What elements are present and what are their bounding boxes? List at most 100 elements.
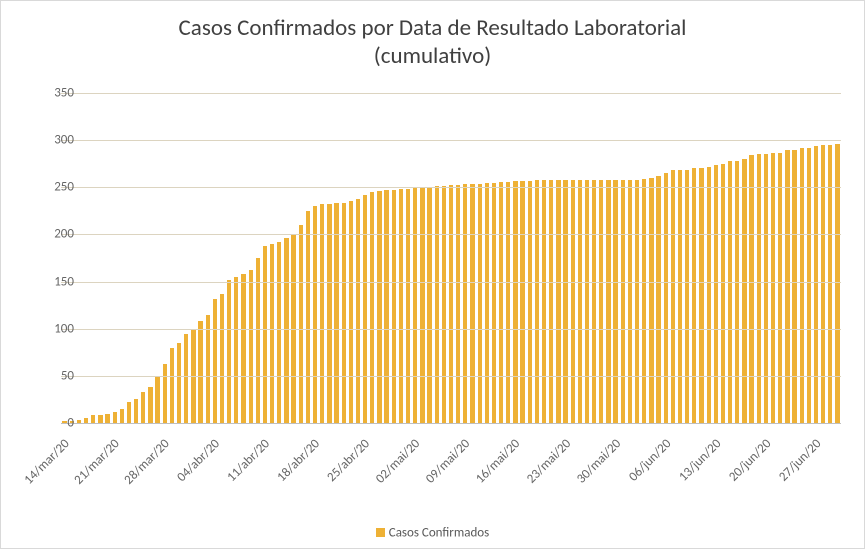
bar-slot [777,93,784,423]
bar [234,277,238,423]
bar-slot [748,93,755,423]
bar-slot [233,93,240,423]
bar [420,187,424,423]
x-axis-tick-label: 13/jun/20 [676,436,724,484]
bar [356,199,360,423]
x-axis-tick-label: 28/mar/20 [122,436,173,487]
bar [170,348,174,423]
bar-slot [376,93,383,423]
bar-slot [447,93,454,423]
bar [757,154,761,423]
bar-slot [183,93,190,423]
bar-slot [104,93,111,423]
bar [413,187,417,423]
bar [435,186,439,423]
bar-series [61,93,841,423]
x-axis-labels: 14/mar/2021/mar/2028/mar/2004/abr/2011/a… [61,429,841,509]
x-axis-tick-label: 21/mar/20 [72,436,123,487]
bar-slot [698,93,705,423]
bar-slot [834,93,841,423]
bar [549,180,553,423]
bar [635,180,639,423]
bar [363,195,367,423]
bar-slot [634,93,641,423]
legend: Casos Confirmados [1,525,864,540]
gridline [61,282,841,283]
bar-slot [569,93,576,423]
bar-slot [254,93,261,423]
bar-slot [97,93,104,423]
bar-slot [619,93,626,423]
bar-slot [476,93,483,423]
x-axis-tick-label: 11/abr/20 [224,436,273,485]
bar [707,167,711,423]
bar [800,148,804,423]
bar [556,180,560,423]
bar-slot [419,93,426,423]
x-axis-tick-label: 18/abr/20 [275,436,324,485]
bar [184,334,188,423]
x-axis-tick-label: 04/abr/20 [174,436,223,485]
bar [571,180,575,423]
bar [671,170,675,423]
x-axis-tick-label: 20/jun/20 [726,436,774,484]
bar [256,258,260,423]
y-axis-tick-label: 0 [24,416,74,431]
bar-slot [283,93,290,423]
bar [499,182,503,423]
bar [449,185,453,423]
bar-slot [125,93,132,423]
bar [377,191,381,423]
bar-slot [498,93,505,423]
bar-slot [583,93,590,423]
bar-slot [147,93,154,423]
bar-slot [204,93,211,423]
bar [664,173,668,423]
bar [98,415,102,423]
bar [249,270,253,423]
bar [163,364,167,423]
bar-slot [705,93,712,423]
bar-slot [226,93,233,423]
bar-slot [297,93,304,423]
bar-slot [519,93,526,423]
bar-slot [741,93,748,423]
x-axis-tick-label: 06/jun/20 [626,436,674,484]
bar-slot [762,93,769,423]
bar [227,280,231,423]
bar-slot [405,93,412,423]
bar [113,412,117,423]
bar-slot [784,93,791,423]
bar [155,376,159,423]
bar-slot [333,93,340,423]
bar-slot [712,93,719,423]
chart-title: Casos Confirmados por Data de Resultado … [1,15,864,70]
bar [692,168,696,423]
bar [606,180,610,423]
bar-slot [548,93,555,423]
bar [656,176,660,423]
bar-slot [304,93,311,423]
bar [141,392,145,423]
bar [456,185,460,423]
gridline [61,376,841,377]
bar [127,402,131,423]
y-axis-tick-label: 100 [24,321,74,336]
y-axis-tick-label: 300 [24,133,74,148]
bar-slot [505,93,512,423]
bar [699,168,703,423]
x-axis-tick-label: 14/mar/20 [21,436,72,487]
bar [721,164,725,423]
bar-slot [433,93,440,423]
bar-slot [576,93,583,423]
bar-slot [669,93,676,423]
bar [578,180,582,423]
bar-slot [734,93,741,423]
bar [613,180,617,423]
bar [177,343,181,423]
bar [148,387,152,423]
gridline [61,93,841,94]
bar [678,170,682,423]
bar [392,190,396,423]
bar [334,203,338,423]
